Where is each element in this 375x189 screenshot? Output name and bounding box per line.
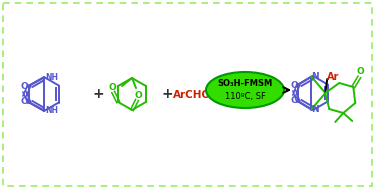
Text: O: O xyxy=(134,91,142,99)
Text: SO₃H-FMSM: SO₃H-FMSM xyxy=(217,80,273,88)
Text: O: O xyxy=(20,82,28,91)
Text: N: N xyxy=(312,105,319,114)
Text: O: O xyxy=(290,81,298,90)
Text: N: N xyxy=(312,72,319,81)
Text: ArCHO: ArCHO xyxy=(173,90,211,100)
Text: +: + xyxy=(161,87,173,101)
Text: 110ºC, SF: 110ºC, SF xyxy=(225,91,266,101)
Text: NH: NH xyxy=(45,73,58,82)
Text: O: O xyxy=(108,83,116,91)
Text: O: O xyxy=(290,96,298,105)
Text: O: O xyxy=(20,97,28,106)
Text: Ar: Ar xyxy=(327,72,339,82)
Text: +: + xyxy=(92,87,104,101)
Ellipse shape xyxy=(206,72,284,108)
Text: NH: NH xyxy=(45,106,58,115)
Text: O: O xyxy=(356,67,364,77)
